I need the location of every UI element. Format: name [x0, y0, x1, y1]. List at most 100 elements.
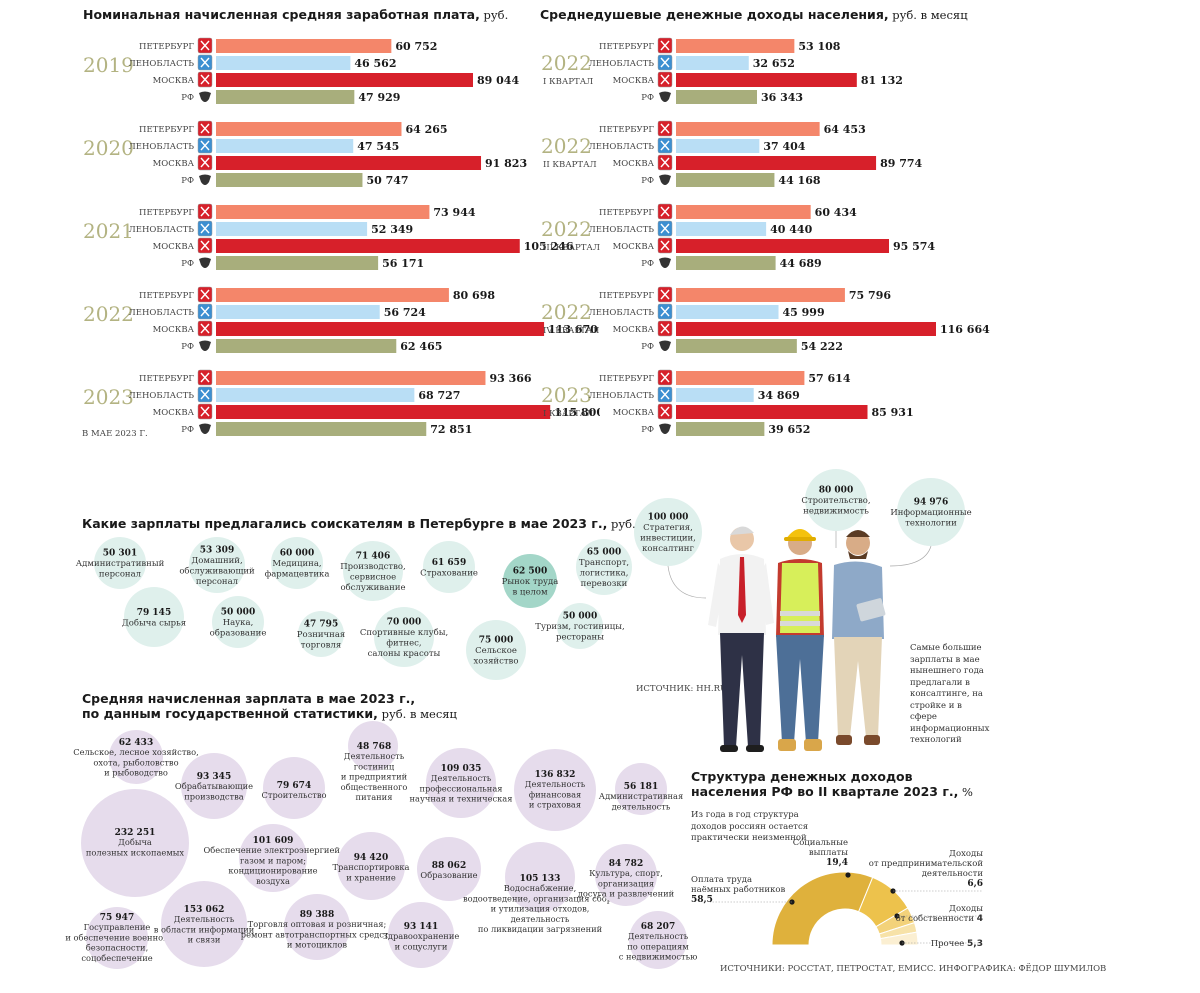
- region-label: РФ: [181, 425, 194, 435]
- it-specialist-figure: [832, 530, 886, 745]
- slice-value-label: 5,3: [967, 939, 983, 949]
- bar-rf: [676, 256, 776, 270]
- bar-rf: [216, 173, 363, 187]
- emblem-mark-icon: [200, 323, 210, 334]
- bar-value-label: 46 562: [354, 57, 396, 70]
- workers-illustration: [708, 526, 886, 752]
- bar-spb: [216, 205, 430, 219]
- bubble-circle: [212, 596, 264, 648]
- bar-value-label: 45 999: [783, 306, 825, 319]
- region-label: РФ: [181, 93, 194, 103]
- region-label: РФ: [641, 425, 654, 435]
- bubble-value-label: 93 345: [197, 772, 231, 782]
- slice-name-label: Доходы: [949, 849, 983, 859]
- bar-value-label: 57 614: [808, 372, 850, 385]
- bar-msk: [216, 239, 520, 253]
- bubble-value-label: 47 795: [304, 620, 338, 630]
- bubble-circle: [343, 541, 403, 601]
- year-label: 2022: [541, 134, 592, 158]
- bar-value-label: 64 453: [824, 123, 866, 136]
- bubble-name-label: Торговля оптовая и розничная;: [248, 919, 387, 929]
- bar-msk: [676, 156, 877, 170]
- bubble-name-label: фитнес,: [386, 638, 421, 648]
- bar-group: 2022 IV КВАРТАЛ ПЕТЕРБУРГ 75 796 ЛЕНОБЛАСТЬ 4…: [541, 286, 990, 354]
- bubble-circle: [805, 469, 867, 531]
- bubble-value-label: 101 609: [253, 836, 294, 846]
- bar-value-label: 54 222: [801, 340, 843, 353]
- year-label: 2022: [541, 300, 592, 324]
- region-label: ПЕТЕРБУРГ: [139, 125, 194, 135]
- emblem-mark-icon: [200, 289, 210, 300]
- income-bar-chart: 2022 I КВАРТАЛ ПЕТЕРБУРГ 53 108 ЛЕНОБЛАСТЬ 32…: [541, 37, 990, 437]
- bar-msk: [676, 405, 868, 419]
- connector-line: [667, 565, 707, 599]
- bubble-circle: [374, 607, 434, 667]
- slice-name-label: наёмных работников: [691, 884, 786, 895]
- bubble-name-label: Деятельность: [628, 931, 689, 941]
- bubble-value-label: 94 976: [914, 498, 948, 508]
- eagle-icon: [659, 257, 671, 268]
- bubble-name-label: и соцуслуги: [395, 941, 448, 951]
- bubble-value-label: 88 062: [432, 861, 466, 871]
- bubble-name-label: Обеспечение электроэнергией,: [203, 845, 342, 855]
- income-chart-title: Среднедушевые денежные доходы населения,…: [540, 7, 968, 22]
- bubble-name-label: Транспортировка: [332, 862, 409, 872]
- bar-spb: [676, 39, 795, 53]
- bar-rf: [216, 422, 427, 436]
- bubble-circle: [388, 902, 454, 968]
- bubble-name-label: финансовая: [529, 789, 582, 799]
- bubble-name-label: воздуха: [256, 876, 290, 886]
- bar-value-label: 93 366: [489, 372, 531, 385]
- bubble-circle: [514, 749, 596, 831]
- bar-group: 2022 III КВАРТАЛ ПЕТЕРБУРГ 60 434 ЛЕНОБЛАСТЬ…: [541, 203, 935, 271]
- bar-value-label: 115 800: [554, 406, 600, 419]
- bubble-name-label: Транспорт,: [579, 558, 629, 568]
- bar-rf: [676, 422, 765, 436]
- bubble-name-label: Сельское: [475, 646, 517, 656]
- bar-value-label: 56 171: [382, 257, 424, 270]
- bar-msk: [676, 322, 936, 336]
- bubble-value-label: 61 659: [432, 558, 466, 568]
- region-label: ПЕТЕРБУРГ: [599, 291, 654, 301]
- bubble-name-label: Добыча: [118, 837, 152, 847]
- bubble-circle: [263, 757, 325, 819]
- bubble-circle: [466, 620, 526, 680]
- bubble-circle: [426, 748, 496, 818]
- bubble-value-label: 50 000: [563, 612, 597, 622]
- bubble-name-label: и рыбоводство: [104, 768, 168, 778]
- bubble-value-label: 232 251: [115, 828, 156, 838]
- region-label: РФ: [181, 342, 194, 352]
- emblem-mark-icon: [660, 306, 670, 317]
- eagle-icon: [659, 174, 671, 185]
- bubble-name-label: Розничная: [297, 630, 346, 640]
- bar-value-label: 39 652: [768, 423, 810, 436]
- emblem-mark-icon: [660, 206, 670, 217]
- bubble-name-label: и хранение: [346, 872, 396, 882]
- bubble-circle: [181, 753, 247, 819]
- bubble-value-label: 71 406: [356, 551, 390, 561]
- bar-value-label: 56 724: [384, 306, 426, 319]
- bar-group: 2022 II КВАРТАЛ ПЕТЕРБУРГ 64 453 ЛЕНОБЛАСТЬ 3…: [541, 120, 923, 188]
- year-label: 2021: [83, 219, 134, 243]
- region-label: ЛЕНОБЛАСТЬ: [129, 225, 195, 235]
- bar-value-label: 34 869: [758, 389, 800, 402]
- bubble-value-label: 68 207: [641, 922, 675, 932]
- region-label: ЛЕНОБЛАСТЬ: [589, 308, 655, 318]
- donut-slice: [771, 871, 874, 946]
- bar-group: 2022 I КВАРТАЛ ПЕТЕРБУРГ 53 108 ЛЕНОБЛАСТЬ 32…: [541, 37, 903, 105]
- bar-msk: [216, 405, 551, 419]
- emblem-mark-icon: [660, 223, 670, 234]
- bar-value-label: 89 044: [477, 74, 519, 87]
- bubble-name-label: охота, рыболовство: [93, 757, 178, 767]
- bubble-name-label: ремонт автотранспортных средств: [241, 929, 394, 939]
- bubble-name-label: газом и паром;: [240, 855, 306, 865]
- bubble-name-label: общественного: [341, 782, 408, 792]
